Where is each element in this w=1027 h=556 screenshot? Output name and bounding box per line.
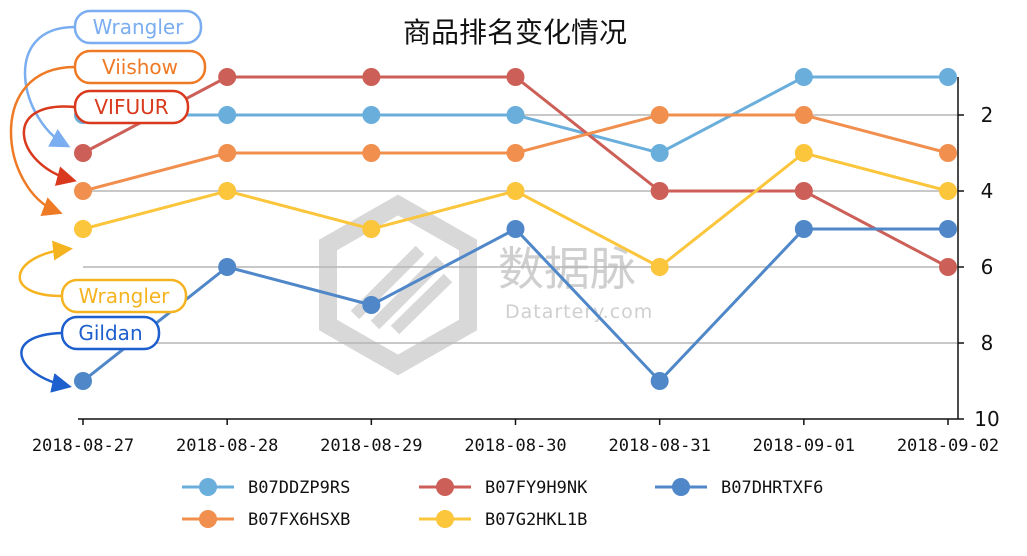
chart-title: 商品排名变化情况 bbox=[403, 16, 627, 49]
data-point[interactable] bbox=[650, 182, 669, 200]
series-B07DHRTXF6 bbox=[74, 220, 957, 390]
data-point[interactable] bbox=[506, 68, 525, 86]
y-tick-label: 10 bbox=[974, 407, 999, 431]
y-tick-label: 2 bbox=[981, 103, 994, 127]
data-point[interactable] bbox=[218, 144, 237, 162]
data-point[interactable] bbox=[650, 372, 669, 390]
data-point[interactable] bbox=[794, 144, 813, 162]
legend: B07DDZP9RS B07FY9H9NK B07DHRTXF6 B07FX6HSXB… bbox=[182, 478, 823, 530]
data-point[interactable] bbox=[794, 220, 813, 238]
data-point[interactable] bbox=[506, 144, 525, 162]
data-point[interactable] bbox=[939, 258, 957, 276]
data-point[interactable] bbox=[650, 144, 669, 162]
series-B07G2HKL1B bbox=[74, 144, 957, 276]
data-point[interactable] bbox=[939, 220, 957, 238]
legend-item-B07FX6HSXB[interactable]: B07FX6HSXB bbox=[182, 510, 350, 530]
watermark-site: Datartery.com bbox=[505, 301, 653, 323]
callout-wrangler: Wrangler bbox=[23, 9, 203, 148]
legend-item-B07DDZP9RS[interactable]: B07DDZP9RS bbox=[182, 478, 350, 498]
x-tick-label: 2018-08-30 bbox=[464, 436, 566, 456]
data-point[interactable] bbox=[794, 68, 813, 86]
x-tick-label: 2018-09-01 bbox=[753, 436, 855, 456]
axes: 2 4 6 8 10 2018-08-27 2018-08-28 2018-08-29 2018… bbox=[32, 77, 1000, 456]
legend-swatch-marker bbox=[199, 510, 217, 528]
data-point[interactable] bbox=[218, 258, 237, 276]
series-lines bbox=[74, 68, 957, 390]
callout-label: Viishow bbox=[102, 55, 178, 79]
data-point[interactable] bbox=[74, 182, 92, 200]
callout-arrow bbox=[23, 25, 76, 148]
callout-label: Gildan bbox=[78, 321, 142, 345]
x-tick-label: 2018-09-02 bbox=[897, 436, 999, 456]
callout-arrow bbox=[20, 331, 72, 393]
callouts: Wrangler Viishow VIFUUR Wrangler Gildan bbox=[9, 9, 207, 393]
data-point[interactable] bbox=[939, 182, 957, 200]
data-point[interactable] bbox=[939, 144, 957, 162]
x-tick-label: 2018-08-28 bbox=[176, 436, 278, 456]
data-point[interactable] bbox=[362, 106, 381, 124]
callout-label: VIFUUR bbox=[94, 95, 168, 119]
legend-swatch-marker bbox=[672, 478, 690, 496]
watermark-logo-icon bbox=[319, 194, 477, 376]
x-tick-label: 2018-08-29 bbox=[320, 436, 422, 456]
data-point[interactable] bbox=[74, 372, 92, 390]
data-point[interactable] bbox=[794, 182, 813, 200]
callout-label: Wrangler bbox=[93, 15, 185, 39]
x-tick-label: 2018-08-27 bbox=[32, 436, 134, 456]
data-point[interactable] bbox=[362, 296, 381, 314]
data-point[interactable] bbox=[362, 68, 381, 86]
series-line bbox=[82, 75, 949, 269]
data-point[interactable] bbox=[362, 220, 381, 238]
callout-arrow bbox=[9, 65, 76, 216]
callout-arrow bbox=[18, 240, 73, 298]
y-tick-label: 8 bbox=[981, 331, 994, 355]
legend-label: B07FX6HSXB bbox=[248, 510, 350, 530]
x-tick-label: 2018-08-31 bbox=[608, 436, 710, 456]
data-point[interactable] bbox=[939, 68, 957, 86]
y-tick-label: 4 bbox=[981, 179, 994, 203]
series-B07FX6HSXB bbox=[74, 106, 957, 200]
data-point[interactable] bbox=[650, 258, 669, 276]
data-point[interactable] bbox=[218, 68, 237, 86]
legend-item-B07FY9H9NK[interactable]: B07FY9H9NK bbox=[419, 478, 588, 498]
callout-gildan: Gildan bbox=[20, 315, 161, 393]
callout-viishow: Viishow bbox=[9, 49, 207, 216]
callout-box bbox=[73, 9, 203, 45]
legend-label: B07DDZP9RS bbox=[248, 478, 350, 498]
series-B07FY9H9NK bbox=[74, 68, 957, 276]
data-point[interactable] bbox=[362, 144, 381, 162]
legend-label: B07DHRTXF6 bbox=[721, 478, 823, 498]
data-point[interactable] bbox=[506, 220, 525, 238]
legend-item-B07DHRTXF6[interactable]: B07DHRTXF6 bbox=[655, 478, 823, 498]
callout-arrow bbox=[22, 105, 77, 186]
callout-box bbox=[60, 315, 161, 351]
data-point[interactable] bbox=[506, 106, 525, 124]
legend-item-B07G2HKL1B[interactable]: B07G2HKL1B bbox=[419, 510, 587, 530]
y-tick-label: 6 bbox=[981, 255, 994, 279]
data-point[interactable] bbox=[794, 106, 813, 124]
callout-wrangler: Wrangler bbox=[18, 240, 188, 314]
legend-swatch-marker bbox=[436, 478, 454, 496]
legend-swatch-marker bbox=[199, 478, 217, 496]
data-point[interactable] bbox=[218, 106, 237, 124]
watermark-brand: 数据脉 bbox=[498, 242, 636, 296]
callout-box bbox=[73, 89, 190, 125]
callout-box bbox=[60, 278, 188, 314]
data-point[interactable] bbox=[218, 182, 237, 200]
legend-swatch-marker bbox=[436, 510, 454, 528]
data-point[interactable] bbox=[650, 106, 669, 124]
callout-label: Wrangler bbox=[79, 284, 171, 308]
legend-label: B07FY9H9NK bbox=[485, 478, 588, 498]
callout-vifuur: VIFUUR bbox=[22, 89, 190, 186]
data-point[interactable] bbox=[74, 144, 92, 162]
data-point[interactable] bbox=[74, 220, 92, 238]
data-point[interactable] bbox=[506, 182, 525, 200]
legend-label: B07G2HKL1B bbox=[485, 510, 587, 530]
callout-box bbox=[73, 49, 207, 85]
